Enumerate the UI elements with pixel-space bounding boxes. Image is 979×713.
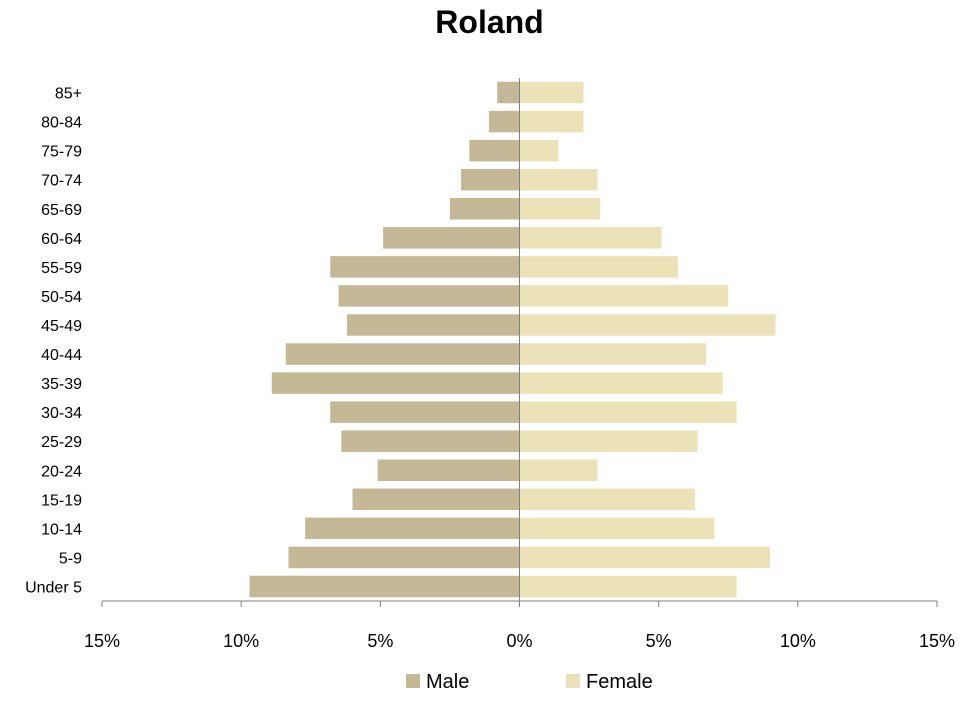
- bar-female-4: [519, 197, 601, 220]
- bar-female-7: [519, 285, 729, 307]
- bar-female-3: [519, 168, 598, 191]
- category-label-11: 30-34: [41, 405, 82, 422]
- category-label-10: 35-39: [41, 376, 82, 393]
- bar-male-10: [271, 372, 520, 394]
- legend-label-male: Male: [426, 671, 469, 693]
- bar-female-11: [519, 401, 737, 423]
- bar-female-15: [519, 517, 715, 540]
- bar-female-6: [519, 256, 679, 278]
- legend-label-female: Female: [586, 671, 653, 693]
- legend-swatch-female: [566, 674, 580, 688]
- bar-male-16: [288, 546, 520, 569]
- bar-male-17: [249, 575, 520, 598]
- category-label-13: 20-24: [41, 463, 82, 480]
- bar-male-5: [383, 227, 520, 249]
- category-label-5: 60-64: [41, 231, 82, 248]
- bar-male-15: [305, 517, 520, 540]
- bar-female-12: [519, 430, 698, 452]
- category-label-9: 40-44: [41, 347, 82, 364]
- bar-male-6: [330, 256, 520, 278]
- bar-female-5: [519, 227, 662, 249]
- x-tick-label-5: 10%: [780, 631, 816, 651]
- bar-female-10: [519, 372, 723, 394]
- bar-female-8: [519, 314, 776, 336]
- bar-male-14: [352, 488, 520, 511]
- category-label-6: 55-59: [41, 260, 82, 277]
- bar-female-9: [519, 343, 706, 365]
- chart-title: Roland: [435, 4, 544, 40]
- bar-female-0: [519, 81, 584, 104]
- x-tick-label-1: 10%: [223, 631, 259, 651]
- bar-female-1: [519, 110, 584, 133]
- bar-male-3: [461, 168, 520, 191]
- category-label-0: 85+: [55, 86, 82, 103]
- bar-male-11: [330, 401, 520, 423]
- x-tick-label-4: 5%: [646, 631, 672, 651]
- category-label-3: 70-74: [41, 173, 82, 190]
- x-tick-label-2: 5%: [367, 631, 393, 651]
- bar-male-4: [449, 197, 520, 220]
- category-label-2: 75-79: [41, 144, 82, 161]
- x-ticks-group: 15% 10% 5% 0% 5% 10% 15%: [84, 601, 955, 651]
- category-label-12: 25-29: [41, 434, 82, 451]
- legend: Male Female: [406, 671, 653, 693]
- bar-male-12: [341, 430, 520, 452]
- bar-male-1: [488, 110, 520, 133]
- bar-male-8: [346, 314, 520, 336]
- bar-male-0: [497, 81, 520, 104]
- category-label-15: 10-14: [41, 521, 82, 538]
- category-label-8: 45-49: [41, 318, 82, 335]
- x-tick-label-6: 15%: [919, 631, 955, 651]
- category-label-1: 80-84: [41, 115, 82, 132]
- category-label-17: Under 5: [25, 579, 82, 596]
- bar-male-9: [285, 343, 520, 365]
- bar-female-2: [519, 139, 559, 162]
- category-label-7: 50-54: [41, 289, 82, 306]
- category-label-4: 65-69: [41, 202, 82, 219]
- bar-female-13: [519, 459, 598, 482]
- category-labels-group: 85+ 80-84 75-79 70-74 65-69 60-64 55-59 50-54 45…: [25, 86, 82, 597]
- bar-female-16: [519, 546, 770, 569]
- bar-male-13: [377, 459, 520, 482]
- bar-male-2: [469, 139, 520, 162]
- x-tick-label-0: 15%: [84, 631, 120, 651]
- bar-male-7: [338, 285, 520, 307]
- x-tick-label-3: 0%: [506, 631, 532, 651]
- category-label-16: 5-9: [59, 550, 82, 567]
- bars-group: [249, 81, 776, 598]
- category-label-14: 15-19: [41, 492, 82, 509]
- legend-swatch-male: [406, 674, 420, 688]
- bar-female-17: [519, 575, 737, 598]
- bar-female-14: [519, 488, 695, 511]
